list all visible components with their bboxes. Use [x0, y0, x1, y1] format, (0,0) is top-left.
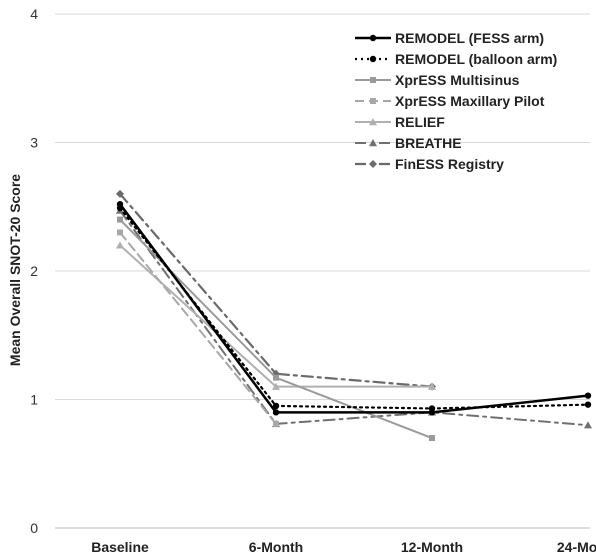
data-point [584, 401, 592, 408]
legend-label: FinESS Registry [395, 156, 504, 172]
data-point [272, 382, 280, 390]
y-axis-ticks: 0 1 2 3 4 [30, 6, 38, 536]
legend-marker [369, 55, 377, 63]
legend-marker [369, 34, 377, 42]
series-5 [116, 206, 592, 429]
legend-item: FinESS Registry [355, 156, 504, 172]
y-tick-label: 2 [30, 263, 38, 279]
data-point [273, 420, 279, 427]
data-point [584, 421, 592, 429]
legend-item: XprESS Maxillary Pilot [355, 93, 545, 109]
legend-item: BREATHE [355, 135, 462, 151]
x-tick-label: 12-Month [401, 539, 463, 555]
legend-label: BREATHE [395, 135, 462, 151]
legend-item: REMODEL (balloon arm) [355, 51, 557, 67]
legend-marker [370, 77, 376, 83]
legend-marker [370, 98, 376, 104]
x-tick-label: 6-Month [249, 539, 303, 555]
y-tick-label: 1 [30, 392, 38, 408]
legend-item: REMODEL (FESS arm) [355, 30, 544, 46]
series-line [119, 209, 589, 427]
data-point [272, 402, 280, 410]
legend: REMODEL (FESS arm) REMODEL (balloon arm) X… [355, 30, 557, 172]
data-point [117, 216, 123, 223]
legend-marker [369, 118, 377, 126]
legend-label: XprESS Multisinus [395, 72, 520, 88]
x-tick-label: 24-Month [557, 539, 596, 555]
series-line [118, 202, 590, 414]
legend-label: REMODEL (FESS arm) [395, 30, 544, 46]
series-3 [117, 229, 279, 427]
data-point [584, 392, 592, 399]
legend-label: XprESS Maxillary Pilot [395, 93, 545, 109]
series-line [119, 231, 277, 425]
legend-label: RELIEF [395, 114, 445, 130]
series-4 [116, 241, 436, 390]
data-point [429, 435, 435, 442]
legend-marker [369, 139, 377, 147]
legend-marker [369, 160, 377, 168]
legend-item: XprESS Multisinus [355, 72, 520, 88]
series-6 [116, 189, 436, 391]
y-tick-label: 4 [30, 6, 38, 22]
x-axis-ticks: Baseline 6-Month 12-Month 24-Month [91, 539, 596, 555]
series-0 [116, 200, 592, 416]
y-tick-label: 3 [30, 135, 38, 151]
data-point [272, 409, 280, 416]
y-axis-title: Mean Overall SNOT-20 Score [7, 174, 23, 366]
data-point [273, 374, 279, 381]
series-layer [116, 189, 592, 442]
data-point [428, 409, 436, 416]
data-point [116, 200, 124, 208]
grid-lines [55, 13, 590, 529]
series-line [118, 192, 434, 388]
x-tick-label: Baseline [91, 539, 149, 555]
data-point [116, 241, 124, 249]
data-point [116, 189, 124, 198]
legend-label: REMODEL (balloon arm) [395, 51, 557, 67]
data-point [117, 229, 123, 236]
data-point [428, 382, 436, 390]
legend-item: RELIEF [355, 114, 445, 130]
y-tick-label: 0 [30, 520, 38, 536]
